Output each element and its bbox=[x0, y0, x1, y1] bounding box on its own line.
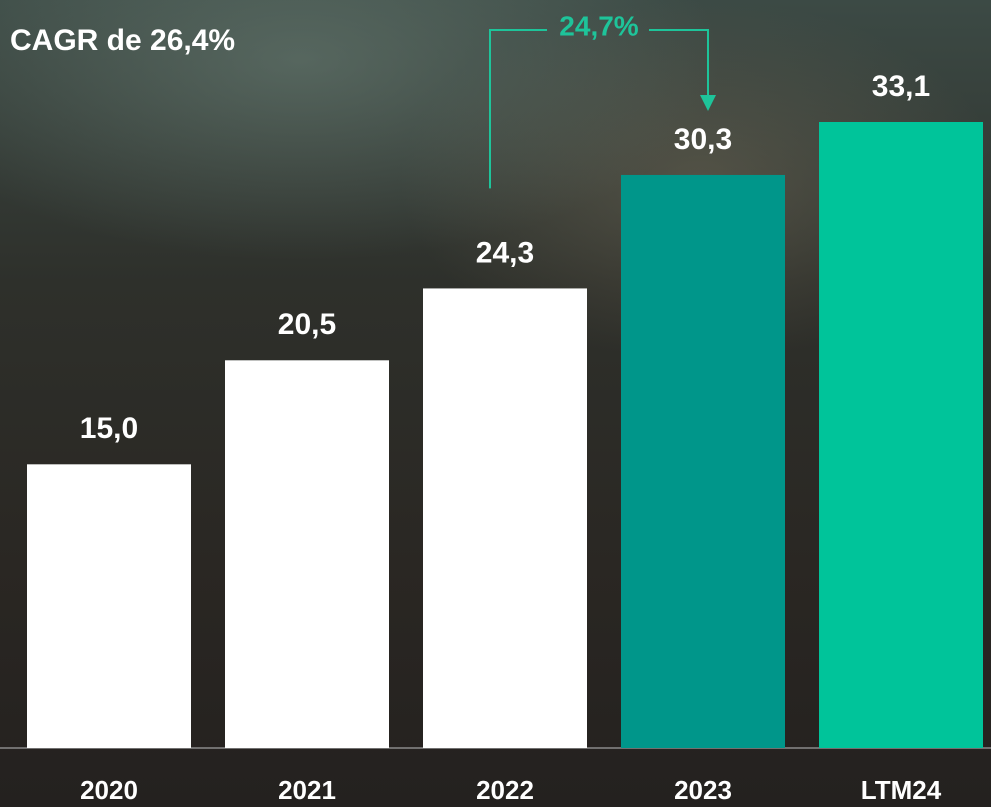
bar bbox=[27, 464, 191, 748]
page: CAGR de 26,4% 15,0 2020 20,5 2021 24,3 2022 30… bbox=[0, 0, 991, 807]
bar bbox=[423, 288, 587, 748]
annotation-arrow bbox=[700, 95, 716, 111]
value-label: 15,0 bbox=[80, 412, 138, 445]
value-label: 30,3 bbox=[674, 123, 732, 156]
value-label: 20,5 bbox=[278, 308, 336, 341]
annotation: 24,7% bbox=[559, 10, 638, 41]
chart-title: CAGR de 26,4% bbox=[10, 24, 235, 57]
x-tick-label: 2023 bbox=[674, 775, 732, 805]
annotation-bracket bbox=[649, 30, 708, 97]
bar bbox=[225, 360, 389, 748]
bar bbox=[621, 175, 785, 748]
x-tick-label: 2020 bbox=[80, 775, 138, 805]
bar bbox=[819, 122, 983, 748]
x-tick-label: LTM24 bbox=[861, 775, 942, 805]
value-label: 33,1 bbox=[872, 70, 930, 103]
x-tick-label: 2022 bbox=[476, 775, 534, 805]
x-tick-label: 2021 bbox=[278, 775, 336, 805]
value-label: 24,3 bbox=[476, 236, 534, 269]
annotation-bracket bbox=[490, 30, 547, 188]
chart: CAGR de 26,4% 15,0 2020 20,5 2021 24,3 2022 30… bbox=[0, 0, 991, 807]
